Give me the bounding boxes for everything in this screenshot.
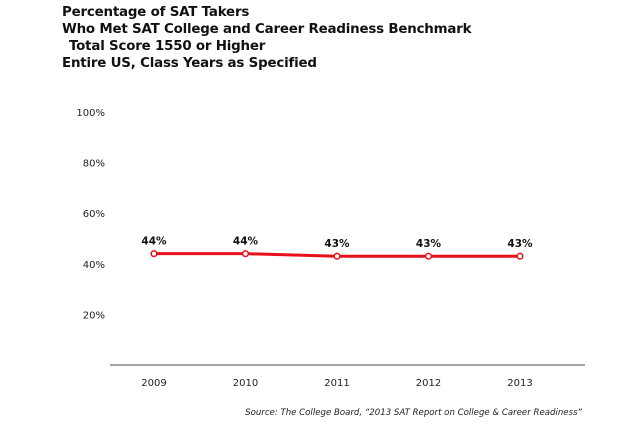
chart-title: Percentage of SAT Takers Who Met SAT Col…	[62, 4, 472, 72]
title-line-4: Entire US, Class Years as Specified	[62, 56, 317, 71]
y-tick-label: 60%	[83, 209, 105, 220]
data-point	[241, 250, 250, 258]
x-tick-label: 2011	[324, 378, 349, 389]
title-line-2: Who Met SAT College and Career Readiness…	[62, 22, 472, 37]
x-tick-label: 2013	[507, 378, 532, 389]
y-tick-label: 40%	[83, 260, 105, 271]
data-label: 44%	[141, 236, 167, 248]
data-label: 44%	[233, 236, 259, 248]
title-line-3: Total Score 1550 or Higher	[69, 39, 266, 54]
source-note: Source: The College Board, “2013 SAT Rep…	[245, 408, 582, 418]
data-point	[516, 252, 524, 260]
data-point	[150, 250, 158, 258]
y-tick-label: 20%	[83, 310, 105, 321]
x-tick-label: 2012	[416, 378, 441, 389]
data-label: 43%	[507, 238, 533, 250]
y-tick-label: 100%	[76, 108, 105, 119]
data-point	[333, 252, 341, 260]
title-line-1: Percentage of SAT Takers	[62, 5, 250, 20]
y-tick-label: 80%	[83, 159, 105, 170]
data-label: 43%	[416, 238, 442, 250]
x-tick-label: 2010	[233, 378, 258, 389]
x-tick-label: 2009	[141, 378, 166, 389]
data-point	[424, 252, 433, 260]
data-label: 43%	[324, 238, 350, 250]
